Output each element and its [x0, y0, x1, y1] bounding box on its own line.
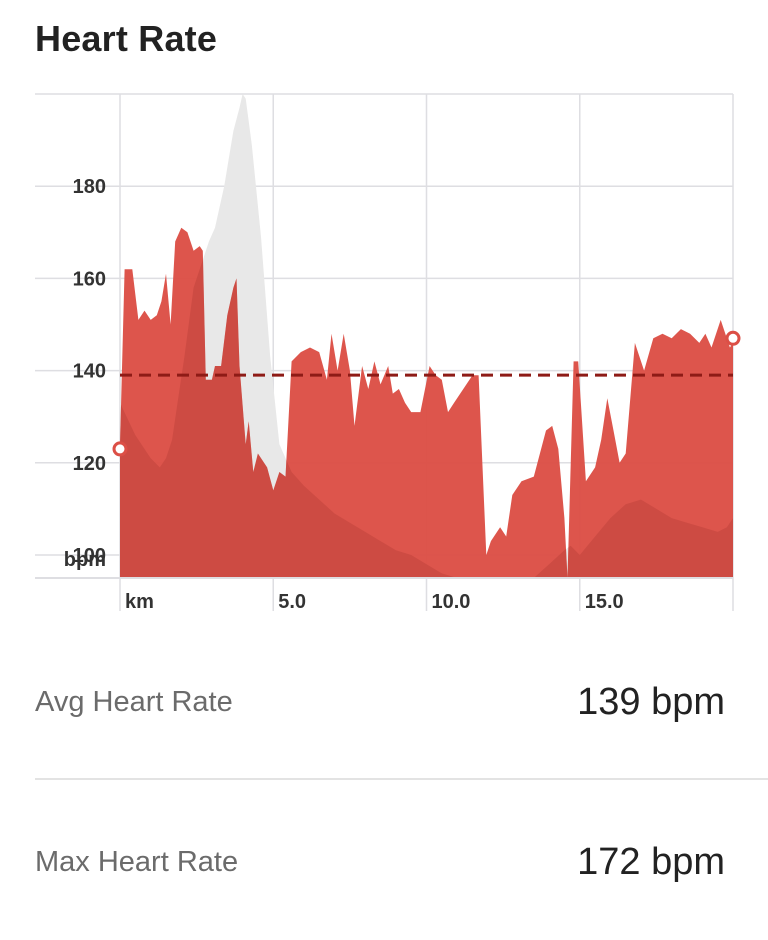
max-heart-rate-row: Max Heart Rate 172 bpm — [35, 832, 725, 892]
divider — [35, 778, 768, 780]
x-axis-unit-label: km — [125, 591, 154, 613]
x-tick-label: 10.0 — [432, 591, 471, 613]
y-tick-label: 180 — [73, 176, 106, 198]
y-tick-label: 100 — [73, 545, 106, 567]
end-marker[interactable] — [725, 330, 741, 346]
max-heart-rate-label: Max Heart Rate — [35, 845, 239, 878]
y-tick-label: 120 — [73, 453, 106, 475]
x-tick-label: 5.0 — [278, 591, 306, 613]
avg-heart-rate-value: 139 bpm — [577, 680, 725, 723]
elevation-area — [120, 94, 733, 578]
page-title: Heart Rate — [35, 18, 218, 59]
avg-heart-rate-label: Avg Heart Rate — [35, 685, 233, 718]
avg-heart-rate-row: Avg Heart Rate 139 bpm — [35, 672, 725, 732]
y-tick-label: 160 — [73, 268, 106, 290]
y-tick-label: 140 — [73, 361, 106, 383]
x-tick-label: 15.0 — [585, 591, 624, 613]
start-marker[interactable] — [112, 441, 128, 457]
heart-rate-area[interactable] — [120, 227, 733, 578]
max-heart-rate-value: 172 bpm — [577, 840, 725, 883]
y-axis-unit-label: bpm — [64, 549, 106, 571]
